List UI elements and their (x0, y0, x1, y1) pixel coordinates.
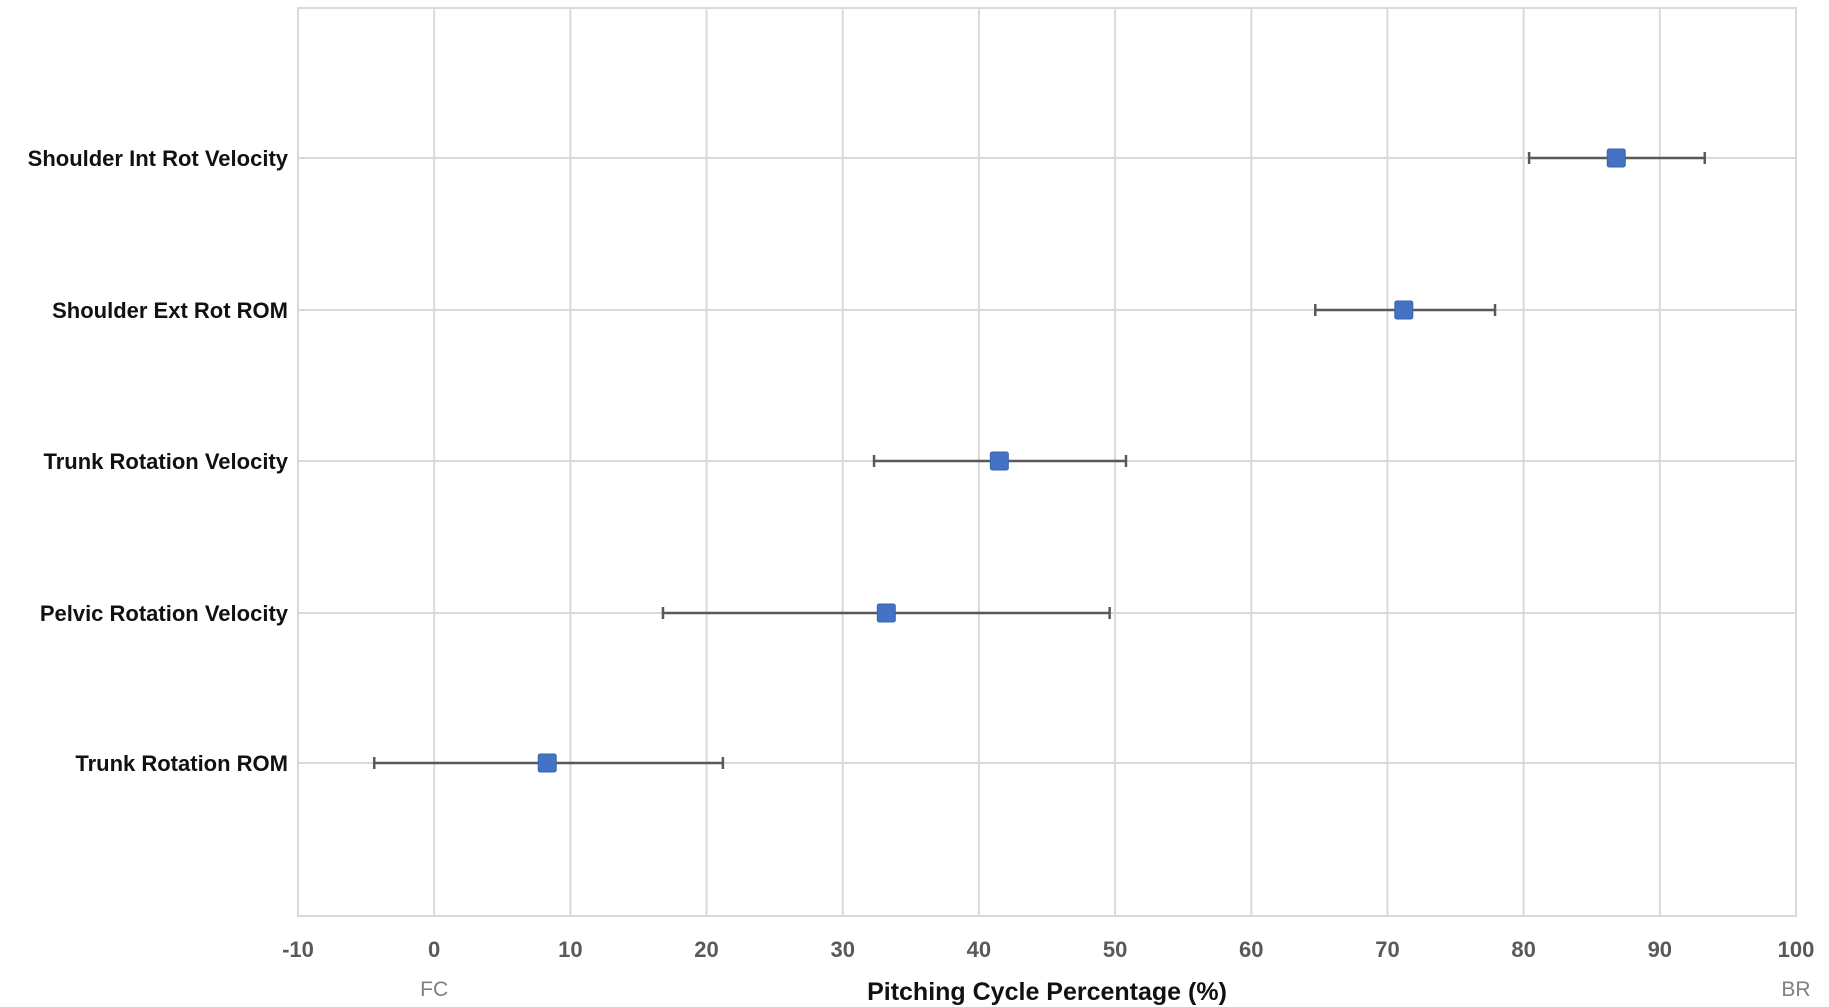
category-label: Shoulder Int Rot Velocity (28, 146, 289, 171)
x-tick-label: 80 (1511, 937, 1535, 962)
x-annotation-label: BR (1781, 978, 1810, 1001)
x-tick-label: 100 (1778, 937, 1815, 962)
x-annotation-label: FC (420, 978, 448, 1001)
x-annotations: FC BR (420, 978, 1810, 1001)
x-tick-label: 70 (1375, 937, 1399, 962)
x-tick-label: 10 (558, 937, 582, 962)
category-labels: Shoulder Int Rot Velocity Shoulder Ext Ro… (28, 146, 289, 776)
data-point-marker (1394, 300, 1414, 320)
x-tick-label: 90 (1648, 937, 1672, 962)
data-point-marker (989, 451, 1009, 471)
data-points (537, 148, 1626, 773)
category-label: Shoulder Ext Rot ROM (52, 298, 288, 323)
x-tick-label: 0 (428, 937, 440, 962)
x-tick-label: 50 (1103, 937, 1127, 962)
x-tick-label: 40 (967, 937, 991, 962)
data-point-marker (1606, 148, 1626, 168)
category-label: Trunk Rotation Velocity (44, 449, 289, 474)
data-point-marker (537, 753, 557, 773)
x-axis-title: Pitching Cycle Percentage (%) (867, 978, 1227, 1006)
x-tick-label: 20 (694, 937, 718, 962)
x-tick-labels: -10 0 10 20 30 40 50 60 70 80 90 100 (282, 937, 1814, 962)
category-label: Trunk Rotation ROM (75, 751, 288, 776)
x-tick-label: 30 (830, 937, 854, 962)
x-tick-label: 60 (1239, 937, 1263, 962)
category-label: Pelvic Rotation Velocity (40, 601, 289, 626)
data-point-marker (876, 603, 896, 623)
x-tick-label: -10 (282, 937, 314, 962)
